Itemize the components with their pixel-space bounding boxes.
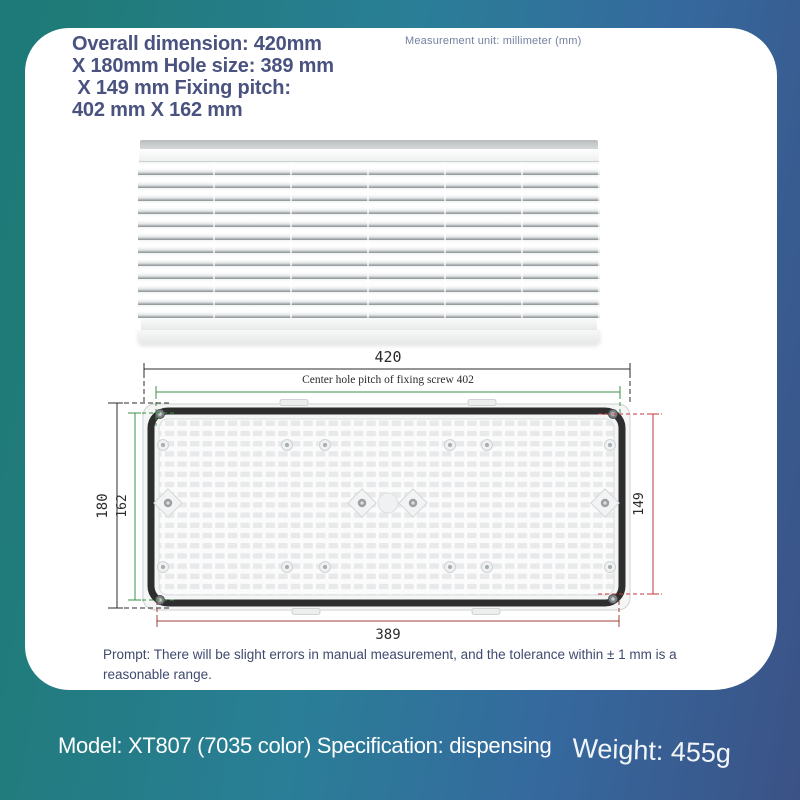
dim-hole-height-value: 149 [632,492,647,515]
measurement-unit-note: Measurement unit: millimeter (mm) [405,35,582,47]
mount-tab [471,608,501,615]
louver-bottom-skirt [141,318,597,330]
weight-text: Weight: 455g [571,733,732,769]
dim-pitch-height-value: 162 [115,494,130,517]
screw-bosses [153,439,620,573]
rear-panel-illustration [142,399,631,615]
gasket-ring [147,407,626,607]
mount-tab [279,399,309,406]
dimension-drawing: 420 Center hole pitch of fixing screw 40… [95,348,662,643]
dim-overall-height-value: 180 [95,493,111,518]
dim-screw-pitch-label: Center hole pitch of fixing screw 402 [302,374,474,386]
dim-hole-height-lines [598,413,662,595]
model-spec-text: Model: XT807 (7035 color) Specification:… [58,733,552,758]
louver-base [138,330,600,344]
dim-hole-width-value: 389 [375,627,400,643]
dim-overall-height-lines [108,402,170,609]
dim-overall-width-lines [143,363,631,404]
dim-hole-width-lines [156,601,620,628]
dim-screw-pitch-lines [155,386,621,426]
dim-overall-width-value: 420 [374,348,401,366]
page-title: Overall dimension: 420mm X 180mm Hole si… [72,33,334,121]
dim-pitch-height-lines [128,412,176,601]
louver-slats [138,162,600,318]
mount-tab [467,399,497,406]
tolerance-note: Prompt: There will be slight errors in m… [103,647,677,682]
mount-tab [291,608,321,615]
louver-top-frame [139,149,599,162]
louver-grille-photo [138,140,600,344]
louver-top-cap [140,140,598,149]
